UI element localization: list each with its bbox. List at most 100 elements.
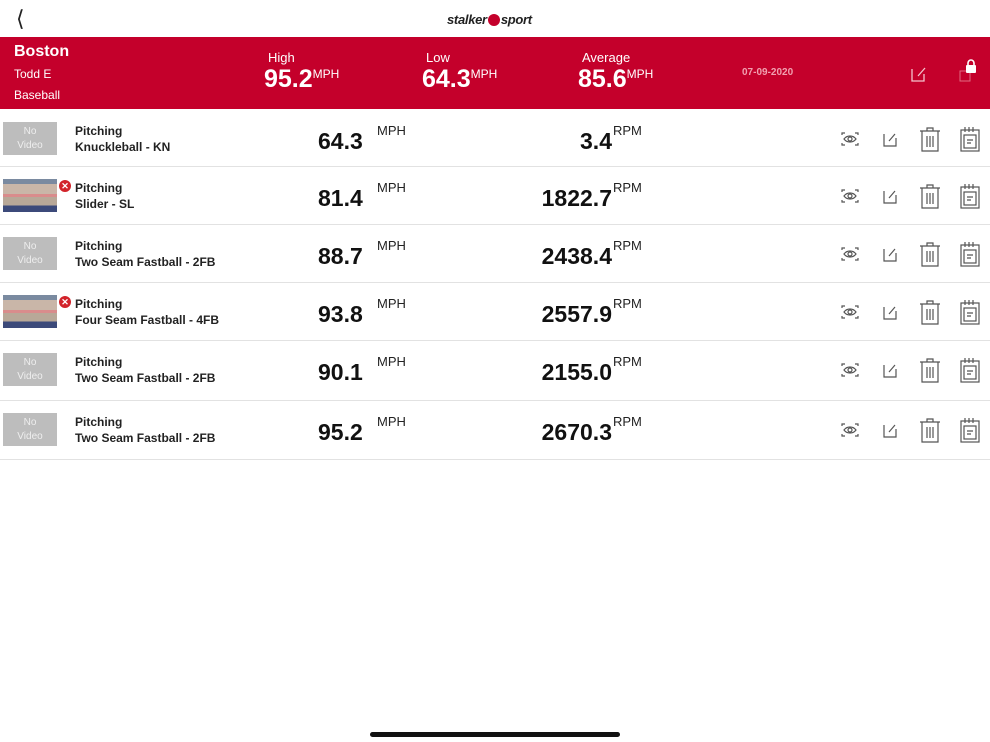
category-label: Pitching [75, 355, 123, 369]
view-icon [841, 189, 859, 203]
edit-button[interactable] [879, 357, 901, 383]
notes-button[interactable] [959, 183, 981, 209]
edit-button[interactable] [879, 241, 901, 267]
session-row[interactable]: No Video Pitching Two Seam Fastball - 2FB 88… [0, 225, 990, 283]
category-label: Pitching [75, 239, 123, 253]
notes-button[interactable] [959, 417, 981, 443]
view-icon [841, 247, 859, 261]
view-button[interactable] [839, 417, 861, 443]
trash-icon [920, 184, 940, 209]
delete-button[interactable] [919, 241, 941, 267]
edit-button[interactable] [879, 299, 901, 325]
video-thumbnail[interactable] [3, 179, 57, 212]
view-icon [841, 363, 859, 377]
spin-value: 2670.3 [541, 419, 612, 445]
speed-unit: MPH [377, 414, 406, 429]
edit-icon [883, 364, 897, 378]
notes-icon [960, 300, 980, 325]
chevron-left-icon: ⟨ [16, 6, 25, 31]
home-indicator [370, 732, 620, 737]
view-button[interactable] [839, 241, 861, 267]
session-row[interactable]: No Video Pitching Two Seam Fastball - 2FB 90… [0, 341, 990, 401]
high-stat: High 95.2MPH [264, 50, 340, 93]
notes-button[interactable] [959, 241, 981, 267]
speed-unit: MPH [377, 354, 406, 369]
category-label: Pitching [75, 124, 123, 138]
category-label: Pitching [75, 181, 123, 195]
spin-unit: RPM [613, 238, 642, 253]
session-row[interactable]: ✕ Pitching Slider - SL 81.4 MPH 1822.7 RPM [0, 167, 990, 225]
trash-icon [920, 358, 940, 383]
low-stat: Low 64.3MPH [422, 50, 498, 93]
notes-icon [960, 242, 980, 267]
player-name: Todd E [14, 67, 52, 81]
pitch-info: Pitching Slider - SL [75, 180, 134, 212]
spin-value: 2155.0 [541, 359, 612, 385]
speed-value: 81.4 [318, 185, 363, 211]
speed-value: 90.1 [318, 359, 363, 385]
remove-video-button[interactable]: ✕ [59, 180, 71, 192]
no-video-placeholder: No Video [3, 122, 57, 155]
notes-icon [960, 418, 980, 443]
view-icon [841, 305, 859, 319]
speed-unit: MPH [377, 296, 406, 311]
pitch-info: Pitching Four Seam Fastball - 4FB [75, 296, 219, 328]
view-button[interactable] [839, 299, 861, 325]
video-thumbnail[interactable] [3, 295, 57, 328]
pitch-type: Two Seam Fastball - 2FB [75, 431, 216, 445]
speed-value: 88.7 [318, 243, 363, 269]
view-button[interactable] [839, 183, 861, 209]
edit-icon [883, 424, 897, 438]
edit-icon [883, 133, 897, 147]
category-label: Pitching [75, 297, 123, 311]
edit-button[interactable] [879, 417, 901, 443]
delete-button[interactable] [919, 183, 941, 209]
delete-button[interactable] [919, 126, 941, 152]
pitch-type: Knuckleball - KN [75, 140, 171, 154]
spin-value: 3.4 [580, 128, 612, 154]
speed-unit: MPH [377, 238, 406, 253]
notes-icon [960, 358, 980, 383]
view-button[interactable] [839, 357, 861, 383]
trash-icon [920, 300, 940, 325]
view-button[interactable] [839, 126, 861, 152]
remove-video-button[interactable]: ✕ [59, 296, 71, 308]
delete-button[interactable] [919, 299, 941, 325]
team-name: Boston [14, 43, 70, 60]
session-row[interactable]: ✕ Pitching Four Seam Fastball - 4FB 93.8 MPH… [0, 283, 990, 341]
notes-button[interactable] [959, 357, 981, 383]
session-row[interactable]: No Video Pitching Two Seam Fastball - 2FB 95… [0, 401, 990, 460]
view-icon [841, 423, 859, 437]
speed-value: 95.2 [318, 419, 363, 445]
notes-button[interactable] [959, 126, 981, 152]
notes-icon [960, 184, 980, 209]
no-video-placeholder: No Video [3, 413, 57, 446]
pitch-info: Pitching Knuckleball - KN [75, 123, 170, 155]
pitch-type: Two Seam Fastball - 2FB [75, 371, 216, 385]
spin-unit: RPM [613, 123, 642, 138]
session-date: 07-09-2020 [742, 67, 794, 78]
session-header: Boston Todd E Baseball High 95.2MPH Low 64… [0, 37, 990, 109]
back-button[interactable]: ⟨ [16, 6, 25, 32]
edit-icon [911, 67, 926, 82]
pitch-info: Pitching Two Seam Fastball - 2FB [75, 414, 215, 446]
edit-button[interactable] [879, 183, 901, 209]
delete-button[interactable] [919, 357, 941, 383]
spin-unit: RPM [613, 180, 642, 195]
session-row[interactable]: No Video Pitching Knuckleball - KN 64.3 MPH 3.… [0, 110, 990, 167]
edit-icon [883, 248, 897, 262]
spin-unit: RPM [613, 354, 642, 369]
edit-session-button[interactable] [910, 65, 928, 83]
lock-icon [959, 59, 976, 82]
lock-share-button[interactable] [958, 59, 976, 82]
edit-button[interactable] [879, 126, 901, 152]
view-icon [841, 132, 859, 146]
delete-button[interactable] [919, 417, 941, 443]
speed-value: 93.8 [318, 301, 363, 327]
notes-button[interactable] [959, 299, 981, 325]
spin-value: 1822.7 [541, 185, 612, 211]
logo: stalker sport [447, 12, 532, 27]
spin-value: 2557.9 [541, 301, 612, 327]
no-video-placeholder: No Video [3, 237, 57, 270]
notes-icon [960, 127, 980, 152]
